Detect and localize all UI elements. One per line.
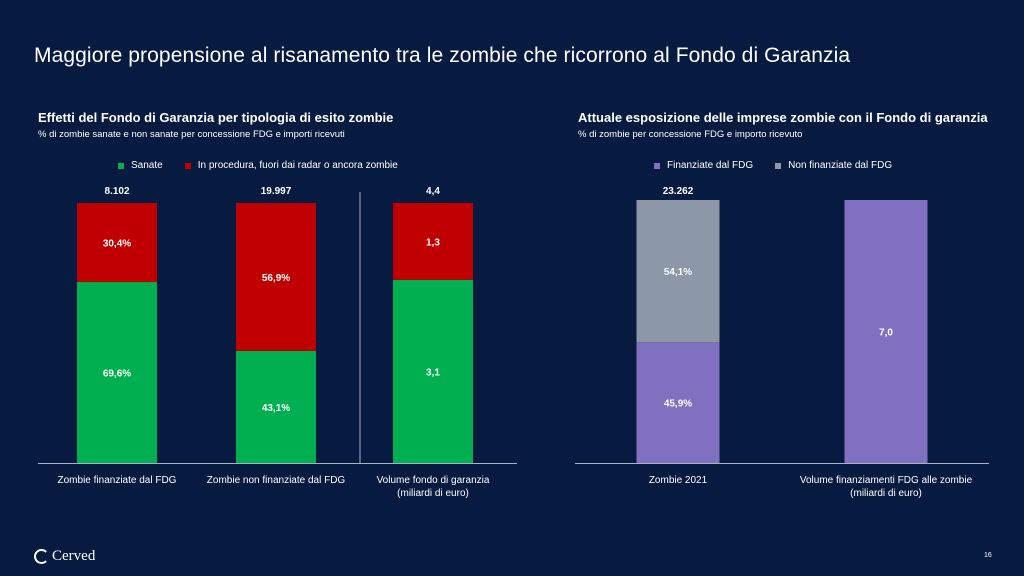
category-label-chart2-cat2-line2: (miliardi di euro)	[850, 488, 922, 499]
bar-chart2-cat1-series1	[636, 342, 720, 463]
logo-text: Cerved	[52, 548, 96, 564]
data-label-chart2-cat1-series2: 54,1%	[664, 267, 692, 278]
legend-swatch-non-finanziate	[775, 162, 782, 169]
legend-swatch-non-sanate	[184, 162, 191, 169]
total-label-chart1-cat2: 19.997	[261, 186, 292, 197]
slide-title: Maggiore propensione al risanamento tra …	[34, 44, 851, 67]
bar-chart1-cat3-series1	[393, 279, 473, 463]
right-chart-legend: Finanziate dal FDG Non finanziate dal FD…	[654, 160, 914, 171]
data-label-chart1-cat1-series2: 30,4%	[103, 239, 131, 250]
cerved-logo: Cerved	[34, 548, 95, 565]
bar-chart2-cat1-series2	[636, 200, 720, 343]
legend-label-non-sanate: In procedura, fuori dai radar o ancora z…	[197, 160, 398, 171]
bar-chart1-cat1-series1	[77, 282, 157, 463]
data-label-chart1-cat3-series1: 3,1	[426, 367, 440, 378]
category-label-chart1-cat2-line1: Zombie non finanziate dal FDG	[207, 475, 346, 486]
total-label-chart2-cat1: 23.262	[663, 186, 694, 197]
left-chart-subtitle: % di zombie sanate e non sanate per conc…	[38, 129, 345, 140]
data-label-chart1-cat2-series1: 43,1%	[262, 403, 290, 414]
bar-chart1-cat2-series1	[236, 350, 316, 463]
legend-item-non-finanziate: Non finanziate dal FDG	[775, 160, 892, 171]
legend-label-finanziate: Finanziate dal FDG	[667, 160, 754, 171]
cerved-logo-icon	[34, 549, 49, 564]
category-label-chart1-cat1-line1: Zombie finanziate dal FDG	[58, 475, 177, 486]
data-label-chart1-cat2-series2: 56,9%	[262, 273, 290, 284]
legend-label-sanate: Sanate	[131, 160, 163, 171]
legend-item-sanate: Sanate	[118, 160, 163, 171]
right-chart-subtitle: % di zombie per concessione FDG e import…	[578, 129, 803, 140]
category-label-chart2-cat2-line1: Volume finanziamenti FDG alle zombie	[800, 475, 973, 486]
legend-label-non-finanziate: Non finanziate dal FDG	[788, 160, 893, 171]
data-label-chart2-cat1-series1: 45,9%	[664, 399, 692, 410]
bar-chart1-cat3-series2	[393, 203, 473, 280]
right-chart-heading: Attuale esposizione delle imprese zombie…	[578, 110, 988, 125]
page-number: 16	[984, 552, 992, 559]
bar-chart1-cat2-series2	[236, 203, 316, 351]
left-chart-heading: Effetti del Fondo di Garanzia per tipolo…	[38, 110, 394, 125]
data-label-chart2-cat2-series1: 7,0	[879, 328, 893, 339]
bar-chart1-cat1-series2	[77, 203, 157, 283]
category-label-chart1-cat3-line2: (miliardi di euro)	[397, 488, 469, 499]
category-label-chart2-cat1-line1: Zombie 2021	[649, 475, 708, 486]
legend-swatch-sanate	[118, 162, 124, 169]
legend-item-finanziate: Finanziate dal FDG	[654, 160, 753, 171]
category-label-chart1-cat3-line1: Volume fondo di garanzia	[377, 475, 490, 486]
total-label-chart1-cat1: 8.102	[104, 186, 129, 197]
left-chart-legend: Sanate In procedura, fuori dai radar o a…	[118, 160, 420, 171]
data-label-chart1-cat3-series2: 1,3	[426, 237, 440, 248]
total-label-chart1-cat3: 4,4	[426, 186, 440, 197]
legend-swatch-finanziate	[654, 162, 660, 169]
legend-item-non-sanate: In procedura, fuori dai radar o ancora z…	[184, 160, 398, 171]
data-label-chart1-cat1-series1: 69,6%	[103, 369, 131, 380]
bar-chart2-cat2-series1	[844, 200, 928, 463]
